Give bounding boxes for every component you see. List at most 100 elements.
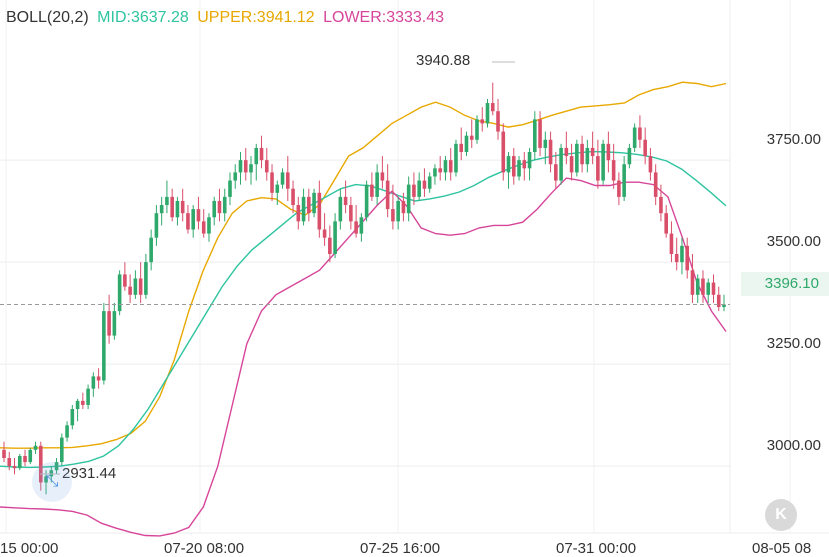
candle-body <box>207 217 211 234</box>
candle-body <box>680 245 684 263</box>
candle-body <box>228 180 232 197</box>
candles <box>2 82 726 495</box>
candle-body <box>180 200 185 214</box>
candle-body <box>448 160 453 173</box>
candle-body <box>222 196 227 214</box>
low-marker-label: 2931.44 <box>62 465 117 482</box>
candle-body <box>517 160 521 177</box>
candle-body <box>622 164 626 197</box>
candle-body <box>564 147 569 157</box>
candle-body <box>412 184 416 197</box>
candle-body <box>328 237 332 254</box>
candle-body <box>23 455 27 463</box>
candle-body <box>212 200 217 218</box>
candle-body <box>170 196 174 218</box>
candle-body <box>427 176 432 189</box>
candle-body <box>643 139 647 157</box>
candle-body <box>149 237 153 263</box>
candle-body <box>674 254 679 263</box>
candle-body <box>475 119 479 140</box>
candle-body <box>133 278 138 295</box>
reset-left-icon[interactable]: K <box>765 499 797 531</box>
candle-body <box>91 376 96 389</box>
x-tick-label: 15 00:00 <box>0 540 59 557</box>
candle-body <box>7 458 12 467</box>
candle-body <box>254 147 259 165</box>
candle-body <box>259 147 264 161</box>
candle-body <box>669 233 674 254</box>
candle-body <box>322 229 327 238</box>
candle-body <box>243 160 248 173</box>
candle-body <box>664 213 668 234</box>
candle-body <box>417 180 421 197</box>
candle-body <box>580 143 584 165</box>
candle-body <box>165 196 169 206</box>
candle-body <box>438 168 443 173</box>
candle-body <box>606 143 611 161</box>
candle-body <box>554 164 558 181</box>
candle-body <box>433 168 437 177</box>
candle-body <box>343 196 348 206</box>
candle-body <box>685 245 690 271</box>
candle-body <box>543 139 548 148</box>
candle-body <box>201 221 206 234</box>
candle-body <box>175 200 180 218</box>
candle-body <box>695 278 700 295</box>
candle-body <box>722 304 726 308</box>
candle-body <box>522 160 527 169</box>
candle-body <box>559 147 563 181</box>
candle-body <box>617 180 621 197</box>
candle-body <box>533 119 537 152</box>
candle-body <box>706 282 711 295</box>
candle-body <box>443 160 448 173</box>
candle-body <box>370 184 374 197</box>
candle-body <box>2 449 6 458</box>
candle-body <box>364 184 369 218</box>
candle-body <box>196 209 201 222</box>
indicator-legend: BOLL(20,2) MID:3637.28 UPPER:3941.12 LOW… <box>6 9 448 27</box>
candle-body <box>590 147 595 157</box>
candle-body <box>291 188 295 206</box>
candle-body <box>496 111 500 132</box>
candle-body <box>54 462 59 471</box>
candle-body <box>312 192 316 214</box>
grid-lines <box>0 0 829 534</box>
price-line-layer <box>0 61 730 475</box>
candle-body <box>60 437 64 463</box>
candle-body <box>338 196 343 222</box>
candle-body <box>490 103 495 112</box>
candle-body <box>75 400 80 410</box>
x-tick-label: 08-05 08 <box>752 540 812 557</box>
candle-body <box>659 196 663 214</box>
expand-arrows-icon[interactable]: ⤡ <box>32 462 72 502</box>
candle-body <box>333 221 337 254</box>
candle-body <box>317 192 322 230</box>
candle-body <box>138 278 143 295</box>
candle-body <box>375 172 379 197</box>
candle-body <box>102 311 106 381</box>
candle-body <box>406 184 411 214</box>
candle-body <box>12 466 17 469</box>
candle-body <box>270 172 274 193</box>
candle-body <box>469 135 474 140</box>
candle-body <box>296 205 301 222</box>
candle-body <box>506 156 511 173</box>
candle-body <box>96 376 101 381</box>
y-tick-label: 3000.00 <box>766 437 821 454</box>
candle-body <box>648 156 653 173</box>
legend-indicator: BOLL(20,2) <box>6 9 89 26</box>
candle-body <box>632 127 637 148</box>
candle-body <box>422 180 427 189</box>
candle-body <box>81 400 85 405</box>
candle-body <box>301 196 306 222</box>
candle-body <box>527 152 532 169</box>
candle-body <box>65 425 69 438</box>
candle-body <box>464 135 469 152</box>
candle-body <box>354 221 358 234</box>
x-tick-label: 07-25 16:00 <box>360 540 441 557</box>
candle-body <box>459 143 464 152</box>
candle-body <box>38 445 43 483</box>
candle-body <box>701 278 705 295</box>
legend-mid: MID:3637.28 <box>97 9 189 26</box>
